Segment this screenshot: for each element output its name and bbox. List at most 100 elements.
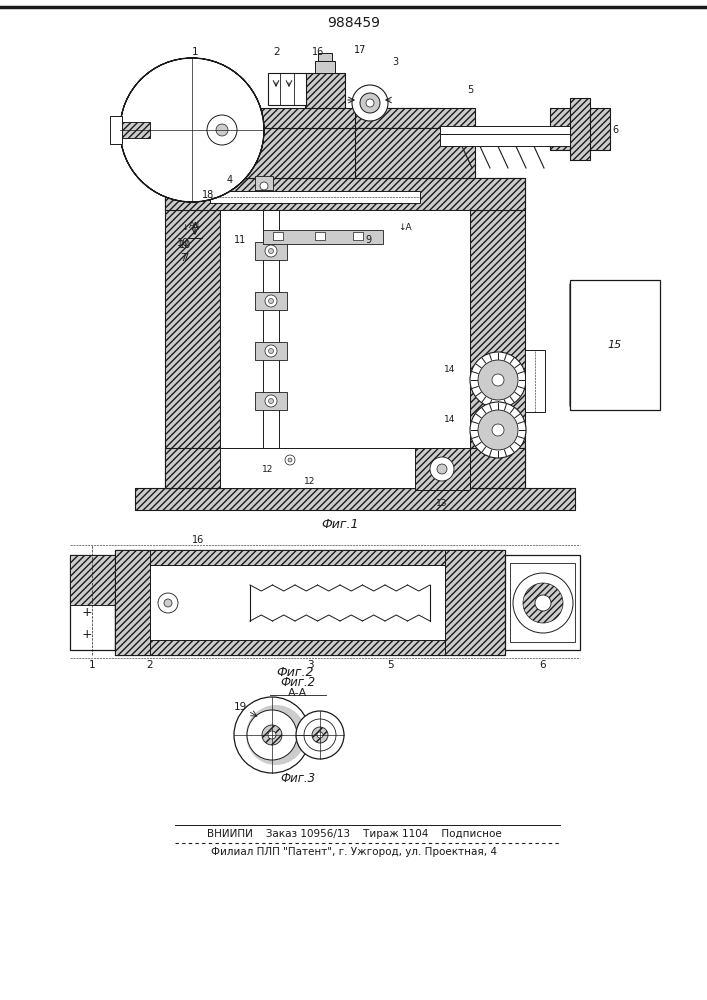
Circle shape: [120, 58, 264, 202]
Bar: [470, 178, 525, 488]
Bar: [273, 232, 283, 240]
Text: А-А: А-А: [288, 688, 308, 698]
Text: 14: 14: [444, 365, 456, 374]
Bar: [263, 210, 279, 448]
Circle shape: [352, 85, 388, 121]
Circle shape: [158, 593, 178, 613]
Bar: [353, 232, 363, 240]
Bar: [210, 191, 420, 203]
Text: ВНИИПИ    Заказ 10956/13    Тираж 1104    Подписное: ВНИИПИ Заказ 10956/13 Тираж 1104 Подписн…: [206, 829, 501, 839]
Bar: [318, 53, 332, 61]
Bar: [255, 392, 287, 410]
Circle shape: [360, 93, 380, 113]
Text: Филиал ПЛП "Патент", г. Ужгород, ул. Проектная, 4: Филиал ПЛП "Патент", г. Ужгород, ул. Про…: [211, 847, 497, 857]
Bar: [220, 108, 440, 128]
Circle shape: [492, 424, 504, 436]
Bar: [115, 640, 505, 655]
Circle shape: [285, 455, 295, 465]
Bar: [240, 128, 390, 178]
Text: 9: 9: [365, 235, 371, 245]
Circle shape: [317, 732, 323, 738]
Circle shape: [513, 573, 573, 633]
Bar: [115, 550, 150, 655]
Bar: [415, 448, 470, 490]
Circle shape: [492, 374, 504, 386]
Circle shape: [437, 464, 447, 474]
Text: 5: 5: [387, 660, 393, 670]
Bar: [305, 73, 345, 108]
Circle shape: [296, 711, 344, 759]
Bar: [165, 448, 525, 488]
Circle shape: [470, 352, 526, 408]
Bar: [355, 108, 475, 128]
Text: 3: 3: [307, 660, 313, 670]
Text: 11: 11: [234, 235, 246, 245]
Circle shape: [430, 457, 454, 481]
Bar: [268, 73, 306, 105]
Circle shape: [268, 731, 276, 739]
Bar: [115, 640, 505, 655]
Text: 5: 5: [467, 85, 473, 95]
Circle shape: [265, 295, 277, 307]
Circle shape: [312, 727, 328, 743]
Text: 12: 12: [304, 478, 316, 487]
Bar: [125, 560, 495, 645]
Circle shape: [247, 710, 297, 760]
Circle shape: [470, 402, 526, 458]
Bar: [305, 73, 345, 108]
Text: 1: 1: [88, 660, 95, 670]
Polygon shape: [151, 583, 185, 623]
Text: 16: 16: [312, 47, 324, 57]
Circle shape: [265, 345, 277, 357]
Bar: [263, 230, 383, 244]
Text: А: А: [192, 222, 198, 232]
Circle shape: [262, 725, 282, 745]
Text: 6: 6: [539, 660, 547, 670]
Circle shape: [260, 182, 268, 190]
Circle shape: [216, 124, 228, 136]
Bar: [315, 232, 325, 240]
Bar: [165, 178, 525, 210]
Polygon shape: [280, 460, 300, 480]
Text: 15: 15: [608, 340, 622, 350]
Text: Фиг.2: Фиг.2: [281, 676, 315, 688]
Circle shape: [366, 99, 374, 107]
Text: ↓: ↓: [182, 223, 189, 232]
Bar: [550, 108, 610, 150]
Circle shape: [478, 360, 518, 400]
Bar: [70, 555, 115, 605]
Bar: [525, 350, 545, 412]
Text: 6: 6: [612, 125, 618, 135]
Bar: [255, 342, 287, 360]
Wedge shape: [120, 130, 192, 202]
Text: Фиг.1: Фиг.1: [321, 518, 358, 530]
Bar: [135, 488, 575, 510]
Bar: [570, 98, 590, 160]
Bar: [115, 550, 505, 655]
Text: 16: 16: [192, 535, 204, 545]
Bar: [355, 108, 475, 128]
Bar: [470, 178, 525, 488]
Bar: [445, 550, 505, 655]
Bar: [570, 98, 590, 160]
Bar: [315, 61, 335, 73]
Text: Фиг.3: Фиг.3: [281, 772, 315, 784]
Text: 3: 3: [392, 57, 398, 67]
Bar: [70, 555, 115, 650]
Circle shape: [478, 410, 518, 450]
Bar: [115, 550, 150, 655]
Bar: [165, 178, 525, 210]
Bar: [440, 134, 570, 146]
Circle shape: [164, 599, 172, 607]
FancyBboxPatch shape: [570, 282, 660, 408]
Bar: [255, 242, 287, 260]
Text: 13: 13: [436, 498, 448, 508]
Text: 18: 18: [202, 190, 214, 200]
Bar: [120, 122, 150, 138]
Bar: [135, 488, 575, 510]
Bar: [415, 448, 470, 490]
Bar: [165, 178, 220, 488]
Polygon shape: [270, 440, 310, 460]
Circle shape: [246, 705, 306, 765]
Text: А↓: А↓: [189, 221, 203, 230]
